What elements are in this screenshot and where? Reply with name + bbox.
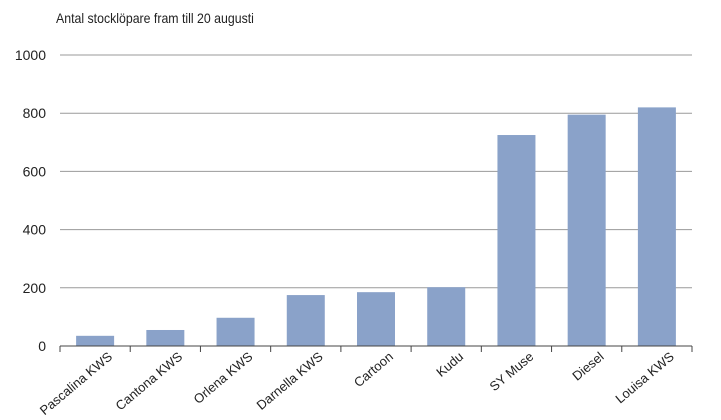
y-tick-label: 400 xyxy=(23,222,47,238)
bars xyxy=(76,107,676,346)
axes xyxy=(59,345,693,352)
x-tick-label: Orlena KWS xyxy=(190,349,255,407)
x-tick-label: Diesel xyxy=(569,349,606,384)
y-tick-label: 1000 xyxy=(15,47,46,63)
y-tick-labels: 0 200 400 600 800 1000 xyxy=(15,47,46,354)
bar xyxy=(497,135,536,346)
bar xyxy=(357,292,395,346)
y-tick-label: 200 xyxy=(23,280,47,296)
bar xyxy=(567,114,606,346)
x-tick-label: Kudu xyxy=(433,349,466,380)
x-tick-label: Darnella KWS xyxy=(254,349,326,413)
y-tick-label: 600 xyxy=(23,163,47,179)
x-tick-label: Cantona KWS xyxy=(113,349,186,414)
y-tick-label: 800 xyxy=(23,105,47,121)
bar xyxy=(216,317,255,346)
y-tick-label: 0 xyxy=(38,338,46,354)
x-tick-label: Pascalina KWS xyxy=(37,349,116,418)
chart-title: Antal stocklöpare fram till 20 augusti xyxy=(56,10,254,26)
bar xyxy=(427,287,466,346)
x-tick-label: Cartoon xyxy=(351,349,396,390)
bar xyxy=(146,329,185,346)
x-tick-label: Louisa KWS xyxy=(612,349,677,407)
bar xyxy=(637,107,676,346)
x-tick-label: SY Muse xyxy=(487,349,537,394)
bar xyxy=(76,335,115,346)
bar xyxy=(286,295,325,346)
